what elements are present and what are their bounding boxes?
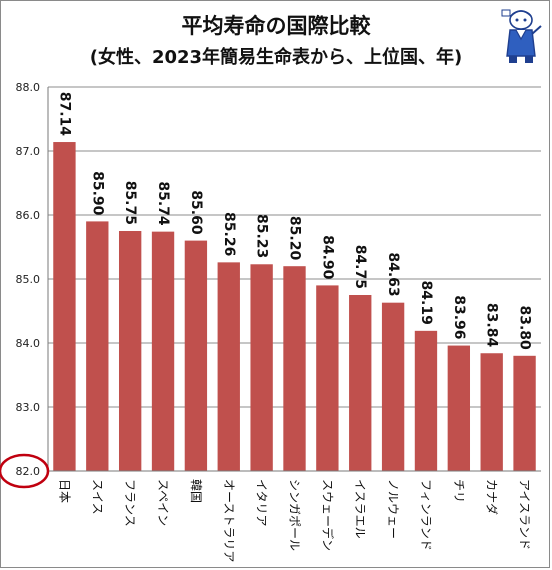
value-label: 85.74	[155, 181, 171, 226]
bar	[513, 355, 536, 471]
value-label: 85.20	[287, 216, 303, 261]
value-label: 85.75	[122, 181, 138, 225]
chart-title: 平均寿命の国際比較	[181, 14, 371, 38]
bar	[381, 302, 405, 471]
x-tick-label: オーストラリア	[222, 479, 236, 562]
x-tick-label: フィンランド	[419, 479, 433, 551]
value-label: 83.96	[451, 295, 467, 339]
y-tick-label: 84.0	[16, 337, 41, 350]
bar	[447, 345, 471, 471]
bar	[184, 240, 208, 471]
x-tick-label: アイスランド	[518, 479, 532, 550]
y-tick-label: 87.0	[16, 145, 41, 158]
y-axis-ticks: 82.0 83.0 84.0 85.0 86.0 87.0 88.0	[16, 81, 41, 478]
x-tick-label: イスラエル	[353, 479, 367, 539]
value-label: 87.14	[56, 92, 72, 137]
bar	[118, 231, 142, 471]
bar	[53, 142, 76, 472]
x-tick-label: イタリア	[255, 479, 269, 527]
y-tick-label: 82.0	[16, 465, 41, 478]
value-labels: 87.14 85.90 85.75 85.74 85.60 85.26 85.23 85.20…	[56, 92, 532, 350]
baseline-highlight-circle	[0, 453, 50, 489]
bar	[217, 262, 240, 471]
value-label: 85.90	[89, 171, 105, 216]
bars	[53, 142, 536, 472]
bar	[349, 295, 372, 471]
value-label: 83.84	[484, 303, 500, 348]
y-tick-label: 85.0	[16, 273, 41, 286]
x-tick-label: カナダ	[485, 479, 500, 515]
value-label: 83.80	[517, 306, 533, 351]
bar	[250, 264, 273, 471]
chart-subtitle: (女性、2023年簡易生命表から、上位国、年)	[89, 47, 463, 68]
value-label: 85.26	[221, 212, 237, 256]
x-tick-label: フランス	[123, 479, 137, 527]
value-label: 85.23	[254, 214, 270, 258]
x-tick-label: ノルウェー	[386, 479, 400, 539]
mascot-illustration	[501, 9, 542, 63]
value-label: 84.75	[352, 245, 368, 289]
x-tick-label: 日本	[57, 479, 71, 503]
bar	[86, 221, 109, 471]
value-label: 84.63	[385, 252, 401, 296]
x-tick-label: スペイン	[156, 479, 170, 526]
y-tick-label: 83.0	[16, 401, 41, 414]
x-tick-label: チリ	[452, 479, 466, 503]
x-tick-label: 韓国	[189, 479, 203, 503]
y-tick-label: 88.0	[16, 81, 41, 94]
bar	[414, 330, 438, 471]
bar	[151, 231, 175, 471]
y-tick-label: 86.0	[16, 209, 41, 222]
bar	[480, 353, 503, 471]
mascot-icon	[501, 9, 542, 63]
x-tick-label: スイス	[90, 479, 104, 515]
x-axis-labels: 日本 スイス フランス スペイン 韓国 オーストラリア イタリア シンガポール スウェーデン イス…	[57, 479, 531, 562]
bar	[283, 266, 306, 471]
value-label: 84.19	[418, 281, 434, 325]
x-tick-label: シンガポール	[288, 479, 302, 551]
bar	[316, 285, 339, 471]
value-label: 84.90	[319, 235, 335, 280]
x-tick-label: スウェーデン	[320, 479, 335, 551]
value-label: 85.60	[188, 190, 204, 235]
